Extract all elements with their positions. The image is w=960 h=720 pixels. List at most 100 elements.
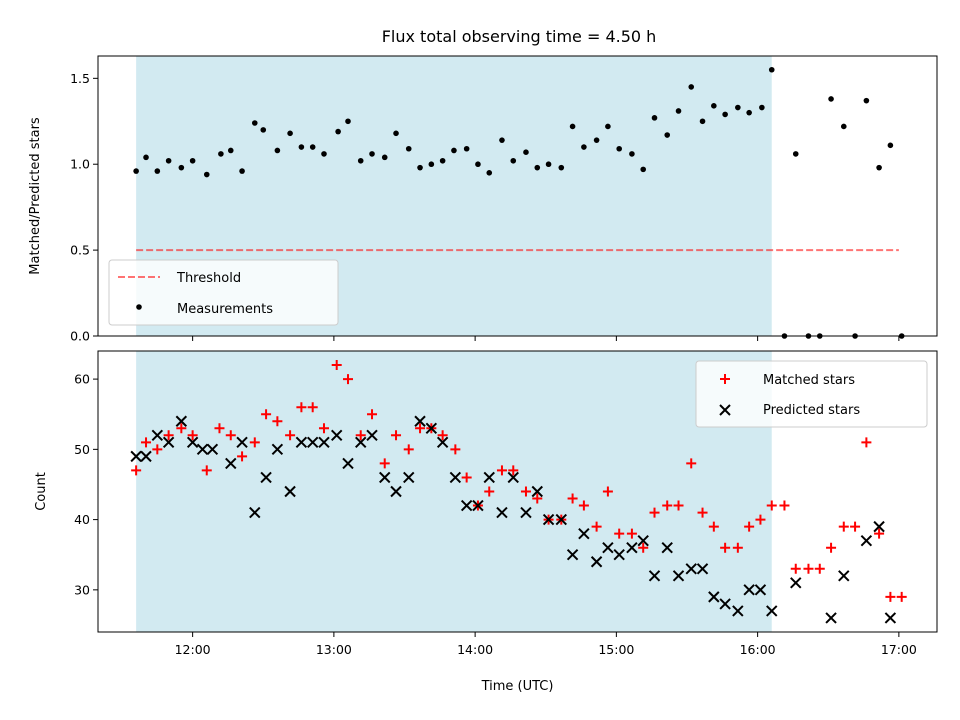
predicted-marker — [295, 436, 308, 449]
y-tick-label: 30 — [74, 582, 90, 597]
measurement-point — [143, 154, 149, 161]
measurement-point — [664, 132, 671, 138]
predicted-marker — [838, 570, 850, 582]
x-tick-label: 16:00 — [740, 642, 776, 657]
matched-marker — [885, 591, 896, 602]
predicted-marker — [403, 471, 415, 484]
predicted-marker — [249, 506, 261, 519]
predicted-marker — [555, 513, 567, 526]
matched-marker — [874, 528, 885, 539]
matched-marker — [662, 500, 673, 511]
legend-matched-label: Matched stars — [763, 373, 855, 388]
predicted-marker — [602, 541, 614, 554]
measurement-point — [722, 111, 728, 118]
measurement-point — [451, 147, 457, 154]
matched-marker — [355, 430, 366, 441]
predicted-marker — [206, 443, 219, 456]
measurement-point — [475, 161, 481, 168]
matched-marker — [520, 486, 531, 497]
matched-marker — [591, 521, 602, 532]
predicted-marker — [732, 605, 744, 617]
measurement-point — [260, 127, 267, 133]
legend-predicted-swatch — [719, 404, 731, 416]
matched-marker — [744, 521, 755, 532]
matched-marker — [602, 486, 613, 497]
matched-marker — [508, 465, 519, 476]
matched-marker — [567, 493, 578, 504]
measurement-point — [569, 123, 576, 130]
predicted-marker — [672, 570, 685, 582]
measurement-point — [768, 66, 775, 73]
matched-marker — [331, 360, 342, 371]
measurement-point — [759, 104, 765, 111]
matched-marker — [708, 521, 719, 532]
matched-marker — [803, 563, 814, 574]
legend-predicted-label: Predicted stars — [763, 403, 860, 418]
legend-box — [108, 259, 339, 326]
measurement-point — [165, 157, 172, 164]
ratio-panel: 0.0 0.5 1.0 1.5 Matched/Predicted stars Thres… — [28, 55, 938, 344]
predicted-marker — [366, 429, 378, 442]
predicted-marker — [825, 612, 837, 624]
matched-marker — [318, 423, 329, 434]
figure-title: Flux total observing time = 4.50 h — [382, 27, 657, 46]
measurement-point — [309, 144, 316, 150]
matched-marker — [732, 542, 743, 553]
predicted-marker — [449, 471, 462, 484]
measurement-point — [321, 151, 327, 157]
measurement-point — [239, 168, 245, 174]
legend-counts: Matched stars Predicted stars — [695, 360, 928, 428]
x-tick-label: 15:00 — [598, 642, 634, 657]
matched-marker — [176, 423, 187, 434]
matched-marker — [626, 528, 637, 539]
x-tick-label: 12:00 — [175, 642, 211, 657]
measurement-point — [581, 144, 587, 150]
predicted-marker — [186, 436, 199, 449]
predicted-marker — [507, 471, 519, 484]
measurement-point — [558, 164, 565, 171]
matched-marker — [249, 437, 260, 448]
matched-marker — [638, 542, 649, 553]
predicted-marker — [637, 534, 649, 547]
measurement-point — [345, 118, 351, 125]
measurement-point — [510, 157, 517, 164]
measurement-point — [439, 157, 446, 164]
measurement-point — [499, 137, 505, 143]
matched-marker — [686, 458, 697, 469]
matched-marker — [214, 423, 225, 434]
y-tick-label: 1.0 — [70, 157, 90, 172]
matched-marker — [484, 486, 495, 497]
predicted-marker — [696, 563, 709, 575]
predicted-marker — [260, 471, 272, 484]
measurement-point — [133, 168, 139, 174]
predicted-marker — [766, 605, 778, 617]
measurement-point — [463, 145, 470, 152]
matched-marker — [261, 409, 272, 420]
matched-marker — [814, 563, 825, 574]
matched-marker — [532, 493, 543, 504]
measurement-point — [486, 170, 493, 176]
counts-panel: 30 40 50 60 12:00 13:00 14:00 15:00 16:00 17:00 Co… — [34, 350, 938, 694]
legend-matched-swatch — [720, 374, 730, 384]
predicted-marker — [790, 577, 802, 589]
measurement-point — [746, 109, 752, 116]
legend-measurement-swatch — [136, 304, 142, 310]
matched-marker — [790, 563, 801, 574]
matched-marker — [450, 444, 461, 455]
predicted-marker — [685, 563, 697, 575]
matched-marker — [826, 542, 837, 553]
legend-measurement-label: Measurements — [177, 302, 273, 317]
predicted-marker — [318, 436, 330, 449]
y-axis-label: Matched/Predicted stars — [28, 117, 43, 275]
measurement-point — [735, 104, 741, 111]
matched-marker — [131, 465, 142, 476]
measurement-point — [593, 137, 600, 143]
measurement-point — [369, 151, 375, 157]
matched-marker — [367, 409, 378, 420]
measurement-point — [251, 120, 258, 126]
y-tick-label: 0.0 — [70, 329, 90, 344]
predicted-marker — [196, 443, 209, 456]
measurement-point — [616, 145, 622, 152]
observing-span — [136, 351, 772, 632]
